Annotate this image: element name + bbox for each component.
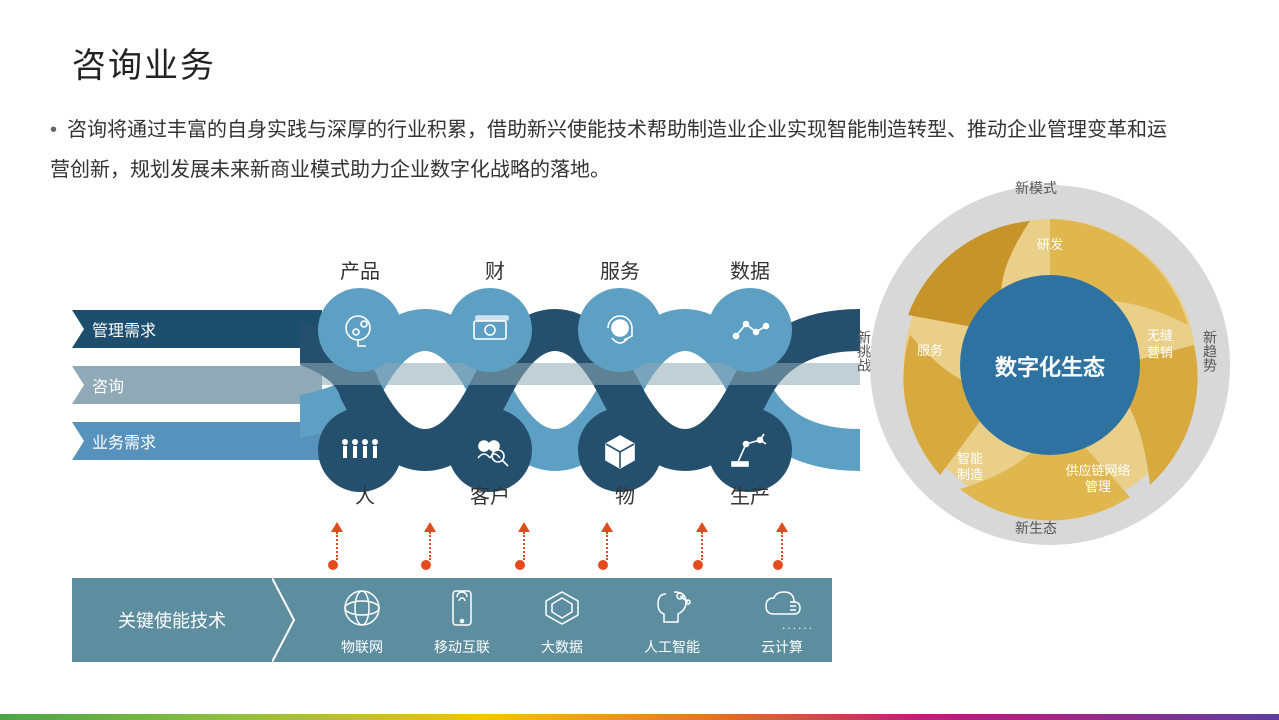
svg-text:制造: 制造	[957, 467, 983, 482]
tech-bar: 关键使能技术 物联网 移动互联 大数据 人工智能 云计算 ......	[72, 578, 832, 662]
bar-consult: 咨询	[72, 366, 322, 404]
mobile-icon	[440, 586, 484, 630]
rainbow-bar	[0, 714, 1279, 720]
wheel-outer-right: 新趋势	[1200, 330, 1220, 372]
helix-bot-1: 客户	[460, 480, 520, 509]
tech-iot: 物联网	[322, 586, 402, 657]
bigdata-icon	[540, 586, 584, 630]
ring-service: 服务	[917, 343, 943, 358]
ring-supply: 供应链网络	[1065, 463, 1130, 478]
helix-bot-0: 人	[335, 480, 395, 509]
wheel-outer-bottom: 新生态	[1015, 518, 1057, 538]
slide-title: 咨询业务	[72, 38, 216, 87]
ring-rd: 研发	[1037, 237, 1063, 252]
wheel-outer-top: 新模式	[1015, 178, 1057, 198]
tech-more: ......	[782, 618, 814, 632]
tech-mobile: 移动互联	[422, 586, 502, 657]
wheel-diagram: 数字化生态 研发 无缝 营销 供应链网络 管理 智能 制造 服务	[860, 175, 1240, 555]
svg-text:营销: 营销	[1147, 345, 1173, 360]
wheel-center-text: 数字化生态	[995, 355, 1105, 380]
tech-ai: 人工智能	[632, 586, 712, 657]
ai-icon	[650, 586, 694, 630]
helix-bot-3: 生产	[720, 480, 780, 509]
box-icon	[606, 436, 634, 468]
wheel-outer-left: 新挑战	[854, 330, 874, 372]
ring-marketing: 无缝	[1147, 328, 1173, 343]
svg-text:管理: 管理	[1085, 479, 1111, 494]
bar-mgmt: 管理需求	[72, 310, 322, 348]
iot-icon	[340, 586, 384, 630]
bullet-text: 咨询将通过丰富的自身实践与深厚的行业积累，借助新兴使能技术帮助制造业企业实现智能…	[50, 119, 1167, 181]
tech-bigdata: 大数据	[522, 586, 602, 657]
tech-label: 关键使能技术	[72, 578, 272, 662]
bar-biz: 业务需求	[72, 422, 322, 460]
ring-smart: 智能	[957, 451, 983, 466]
helix-bot-2: 物	[595, 480, 655, 509]
